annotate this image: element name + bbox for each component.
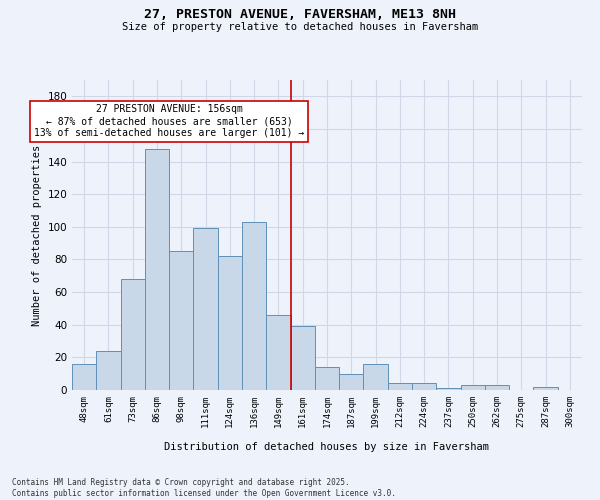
Y-axis label: Number of detached properties: Number of detached properties <box>32 144 42 326</box>
Bar <box>485 385 509 390</box>
Bar <box>364 364 388 390</box>
Bar <box>96 351 121 390</box>
Bar <box>290 326 315 390</box>
Bar <box>461 385 485 390</box>
Bar <box>72 364 96 390</box>
Bar <box>266 315 290 390</box>
Bar <box>533 386 558 390</box>
Bar <box>412 384 436 390</box>
Bar <box>121 279 145 390</box>
Text: Size of property relative to detached houses in Faversham: Size of property relative to detached ho… <box>122 22 478 32</box>
Bar <box>339 374 364 390</box>
Bar <box>436 388 461 390</box>
Bar <box>193 228 218 390</box>
Bar <box>218 256 242 390</box>
Bar <box>145 148 169 390</box>
Bar <box>242 222 266 390</box>
Text: 27 PRESTON AVENUE: 156sqm
← 87% of detached houses are smaller (653)
13% of semi: 27 PRESTON AVENUE: 156sqm ← 87% of detac… <box>34 104 304 138</box>
Text: Distribution of detached houses by size in Faversham: Distribution of detached houses by size … <box>164 442 490 452</box>
Text: Contains HM Land Registry data © Crown copyright and database right 2025.
Contai: Contains HM Land Registry data © Crown c… <box>12 478 396 498</box>
Bar <box>388 384 412 390</box>
Bar <box>169 252 193 390</box>
Text: 27, PRESTON AVENUE, FAVERSHAM, ME13 8NH: 27, PRESTON AVENUE, FAVERSHAM, ME13 8NH <box>144 8 456 20</box>
Bar <box>315 367 339 390</box>
